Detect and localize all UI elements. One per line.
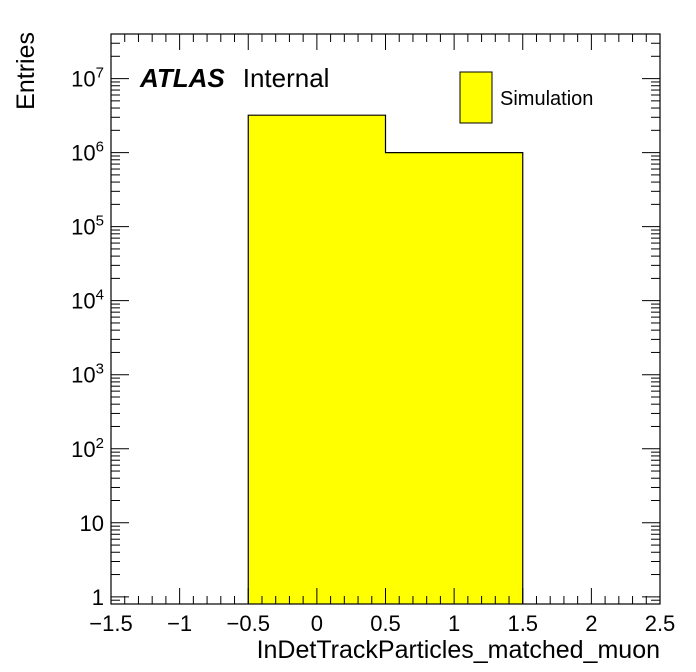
atlas-label: ATLAS Internal: [139, 63, 329, 93]
y-tick-label-exponent: 7: [96, 65, 104, 82]
y-tick-label: 1: [92, 585, 104, 610]
histogram-bin-0: [248, 115, 386, 604]
x-tick-label: 1: [448, 611, 460, 636]
y-tick-label-exponent: 5: [96, 213, 104, 230]
x-tick-label: −1: [167, 611, 192, 636]
y-tick-label: 106: [71, 139, 104, 166]
y-tick-label-base: 10: [71, 289, 95, 314]
atlas-label-normal: Internal: [243, 63, 330, 93]
y-tick-label: 10: [80, 511, 104, 536]
x-tick-label: 1.5: [507, 611, 538, 636]
y-tick-label-exponent: 4: [96, 287, 104, 304]
y-tick-label-base: 10: [71, 141, 95, 166]
x-tick-label: 2.5: [645, 611, 676, 636]
legend-swatch-simulation: [459, 71, 493, 124]
y-axis-title: Entries: [12, 32, 40, 110]
x-tick-label: 0: [311, 611, 323, 636]
histogram-bin-1: [385, 152, 523, 604]
y-tick-label-base: 10: [71, 67, 95, 92]
histogram-outline: [247, 114, 524, 604]
y-tick-label-base: 10: [71, 215, 95, 240]
legend: Simulation: [459, 71, 593, 124]
atlas-label-bold: ATLAS: [139, 63, 225, 93]
y-tick-label-exponent: 6: [96, 139, 104, 156]
x-tick-label: 2: [585, 611, 597, 636]
y-tick-label-exponent: 3: [96, 361, 104, 378]
y-tick-label-base: 10: [80, 511, 104, 536]
y-tick-label-base: 1: [92, 585, 104, 610]
axis-ticks: [110, 33, 661, 605]
y-tick-label-base: 10: [71, 437, 95, 462]
y-tick-label: 103: [71, 361, 104, 388]
x-tick-label: 0.5: [370, 611, 401, 636]
x-axis-title: InDetTrackParticles_matched_muon: [257, 636, 660, 664]
y-tick-label-exponent: 2: [96, 435, 104, 452]
x-tick-labels: −1.5 −1 −0.5 0 0.5 1 1.5 2 2.5: [89, 611, 675, 636]
legend-label-simulation: Simulation: [500, 88, 593, 110]
histogram-bars: [247, 114, 524, 604]
y-tick-label: 104: [71, 287, 104, 314]
y-tick-label: 102: [71, 435, 104, 462]
y-tick-label: 107: [71, 65, 104, 92]
y-tick-label: 105: [71, 213, 104, 240]
x-tick-label: −1.5: [89, 611, 132, 636]
x-tick-label: −0.5: [227, 611, 270, 636]
y-tick-label-base: 10: [71, 363, 95, 388]
